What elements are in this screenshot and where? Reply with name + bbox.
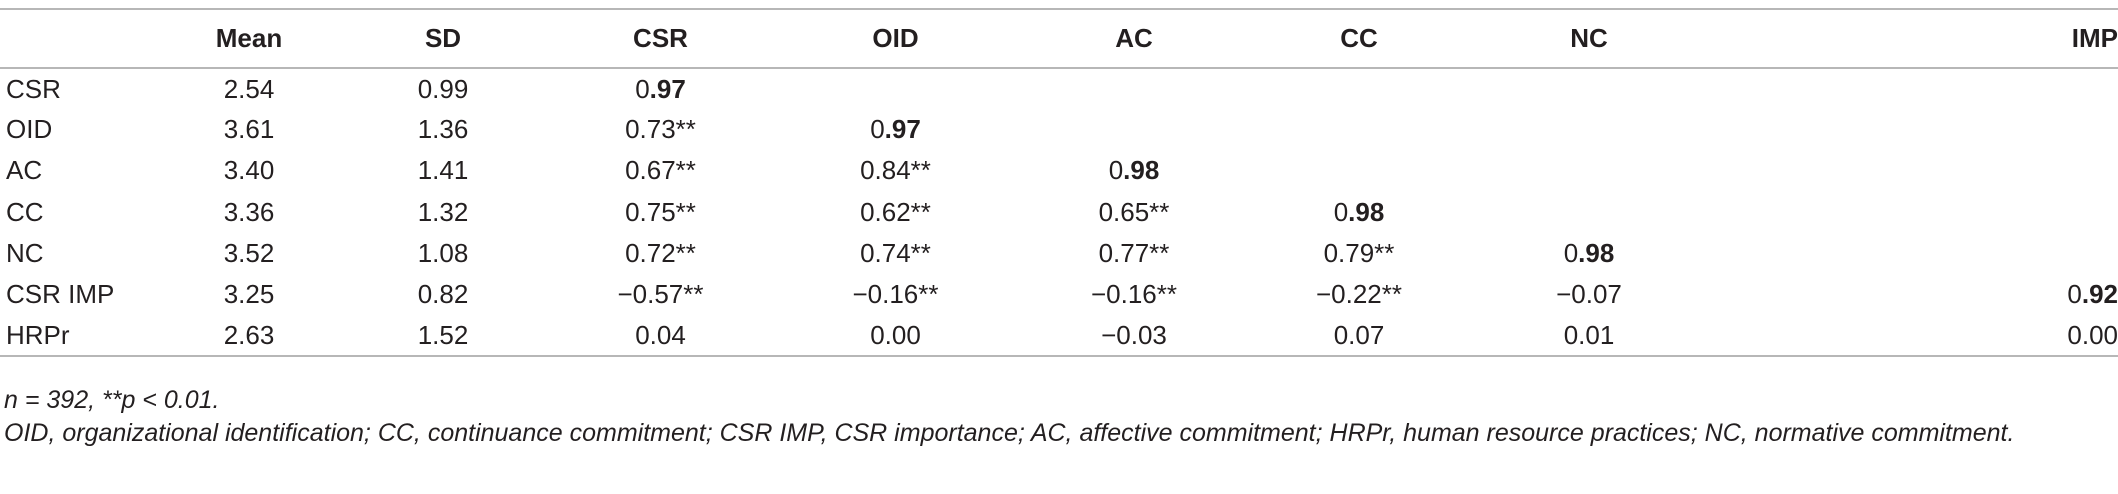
- diagonal-value: .92: [2081, 279, 2118, 310]
- table-row: NC 3.52 1.08 0.72** 0.74** 0.77** 0.79**…: [0, 233, 2118, 274]
- diagonal-cell: 0.92: [1710, 274, 2118, 315]
- column-header-ac: AC: [1115, 23, 1153, 53]
- correlation-cell: [1018, 109, 1250, 150]
- row-label: CSR: [6, 73, 61, 104]
- sd-cell: 1.52: [417, 319, 469, 350]
- column-header-cc: CC: [1340, 23, 1378, 53]
- correlation-cell: [1468, 192, 1710, 233]
- mean-cell: 3.40: [223, 155, 275, 186]
- diagonal-lead: 0: [1563, 237, 1579, 268]
- diagonal-value: .98: [1123, 155, 1160, 186]
- correlation-cell: [1710, 233, 2118, 274]
- mean-cell: 2.54: [223, 73, 275, 104]
- mean-cell: 3.25: [223, 279, 275, 310]
- correlation-cell: [1250, 109, 1468, 150]
- mean-cell: 3.52: [223, 237, 275, 268]
- correlation-cell: [1468, 150, 1710, 191]
- correlation-cell: [1710, 68, 2118, 109]
- correlation-cell: 0.67**: [625, 155, 696, 186]
- correlation-table-container: Mean SD CSR OID AC CC NC IMP CSR 2.54 0.…: [0, 8, 2118, 357]
- column-header-csr: CSR: [633, 23, 688, 53]
- column-header-sd: SD: [424, 23, 462, 53]
- column-header-oid: OID: [872, 23, 919, 53]
- diagonal-cell: 0.98: [1468, 233, 1710, 274]
- sd-cell: 0.99: [417, 73, 469, 104]
- sd-cell: 1.36: [417, 114, 469, 145]
- sd-cell: 1.32: [417, 196, 469, 227]
- correlation-cell: −0.03: [1101, 319, 1167, 350]
- correlation-cell: 0.73**: [625, 114, 696, 145]
- diagonal-value: .98: [1348, 196, 1385, 227]
- diagonal-lead: 0: [870, 114, 885, 145]
- row-label: CSR IMP: [6, 279, 115, 310]
- diagonal-cell: 0.97: [773, 109, 1018, 150]
- correlation-cell: 0.84**: [860, 155, 931, 186]
- row-label: OID: [6, 114, 53, 145]
- correlation-cell: 0.75**: [625, 196, 696, 227]
- correlation-cell: −0.07: [1556, 279, 1622, 310]
- footnote-sample-size: n = 392, **p < 0.01.: [4, 386, 220, 414]
- column-header-mean: Mean: [215, 23, 283, 53]
- row-label: CC: [6, 196, 44, 227]
- column-header-blank: [0, 9, 160, 68]
- correlation-cell: −0.57**: [617, 279, 704, 310]
- row-label: AC: [6, 155, 43, 186]
- correlation-cell: [1468, 109, 1710, 150]
- sd-cell: 1.41: [417, 155, 469, 186]
- correlation-cell: [1710, 192, 2118, 233]
- correlation-cell: −0.22**: [1315, 279, 1403, 310]
- table-header-row: Mean SD CSR OID AC CC NC IMP: [0, 9, 2118, 68]
- correlation-cell: [1710, 109, 2118, 150]
- table-row: CSR 2.54 0.99 0.97: [0, 68, 2118, 109]
- sd-cell: 1.08: [417, 237, 469, 268]
- sd-cell: 0.82: [417, 279, 469, 310]
- correlation-cell: 0.07: [1333, 319, 1385, 350]
- correlation-cell: 0.79**: [1323, 237, 1395, 268]
- diagonal-cell: 0.98: [1250, 192, 1468, 233]
- correlation-cell: 0.77**: [1098, 237, 1170, 268]
- diagonal-lead: 0: [1108, 155, 1124, 186]
- diagonal-lead: 0: [2067, 279, 2082, 310]
- correlation-cell: 0.65**: [1098, 196, 1170, 227]
- mean-cell: 3.36: [223, 196, 275, 227]
- mean-cell: 3.61: [223, 114, 275, 145]
- diagonal-value: .97: [649, 73, 686, 104]
- table-footnotes: n = 392, **p < 0.01. OID, organizational…: [4, 384, 2104, 450]
- correlation-cell: [1710, 150, 2118, 191]
- table-row: CSR IMP 3.25 0.82 −0.57** −0.16** −0.16*…: [0, 274, 2118, 315]
- correlation-cell: −0.16**: [852, 279, 939, 310]
- correlation-cell: 0.62**: [860, 196, 931, 227]
- table-row: OID 3.61 1.36 0.73** 0.97: [0, 109, 2118, 150]
- correlation-cell: [773, 68, 1018, 109]
- diagonal-cell: 0.97: [548, 68, 773, 109]
- correlation-cell: 0.04: [635, 319, 686, 350]
- correlation-cell: 0.00: [2067, 319, 2118, 350]
- diagonal-value: .98: [1578, 237, 1615, 268]
- correlation-cell: [1018, 68, 1250, 109]
- row-label: NC: [6, 237, 44, 268]
- correlation-cell: [1468, 68, 1710, 109]
- row-label: HRPr: [6, 319, 70, 350]
- table-row: CC 3.36 1.32 0.75** 0.62** 0.65** 0.98: [0, 192, 2118, 233]
- diagonal-lead: 0: [1333, 196, 1349, 227]
- diagonal-lead: 0: [635, 73, 650, 104]
- correlation-cell: 0.74**: [860, 237, 931, 268]
- correlation-table: Mean SD CSR OID AC CC NC IMP CSR 2.54 0.…: [0, 8, 2118, 357]
- correlation-cell: [1250, 68, 1468, 109]
- correlation-cell: [1250, 150, 1468, 191]
- correlation-cell: 0.72**: [625, 237, 696, 268]
- column-header-imp: IMP: [2071, 23, 2118, 53]
- diagonal-value: .97: [884, 114, 921, 145]
- column-header-nc: NC: [1570, 23, 1608, 53]
- diagonal-cell: 0.98: [1018, 150, 1250, 191]
- table-row: AC 3.40 1.41 0.67** 0.84** 0.98: [0, 150, 2118, 191]
- mean-cell: 2.63: [223, 319, 275, 350]
- correlation-cell: 0.00: [870, 319, 921, 350]
- table-row: HRPr 2.63 1.52 0.04 0.00 −0.03 0.07 0.01…: [0, 315, 2118, 357]
- correlation-cell: 0.01: [1563, 319, 1615, 350]
- footnote-abbreviations: OID, organizational identification; CC, …: [4, 419, 2015, 447]
- correlation-cell: −0.16**: [1090, 279, 1178, 310]
